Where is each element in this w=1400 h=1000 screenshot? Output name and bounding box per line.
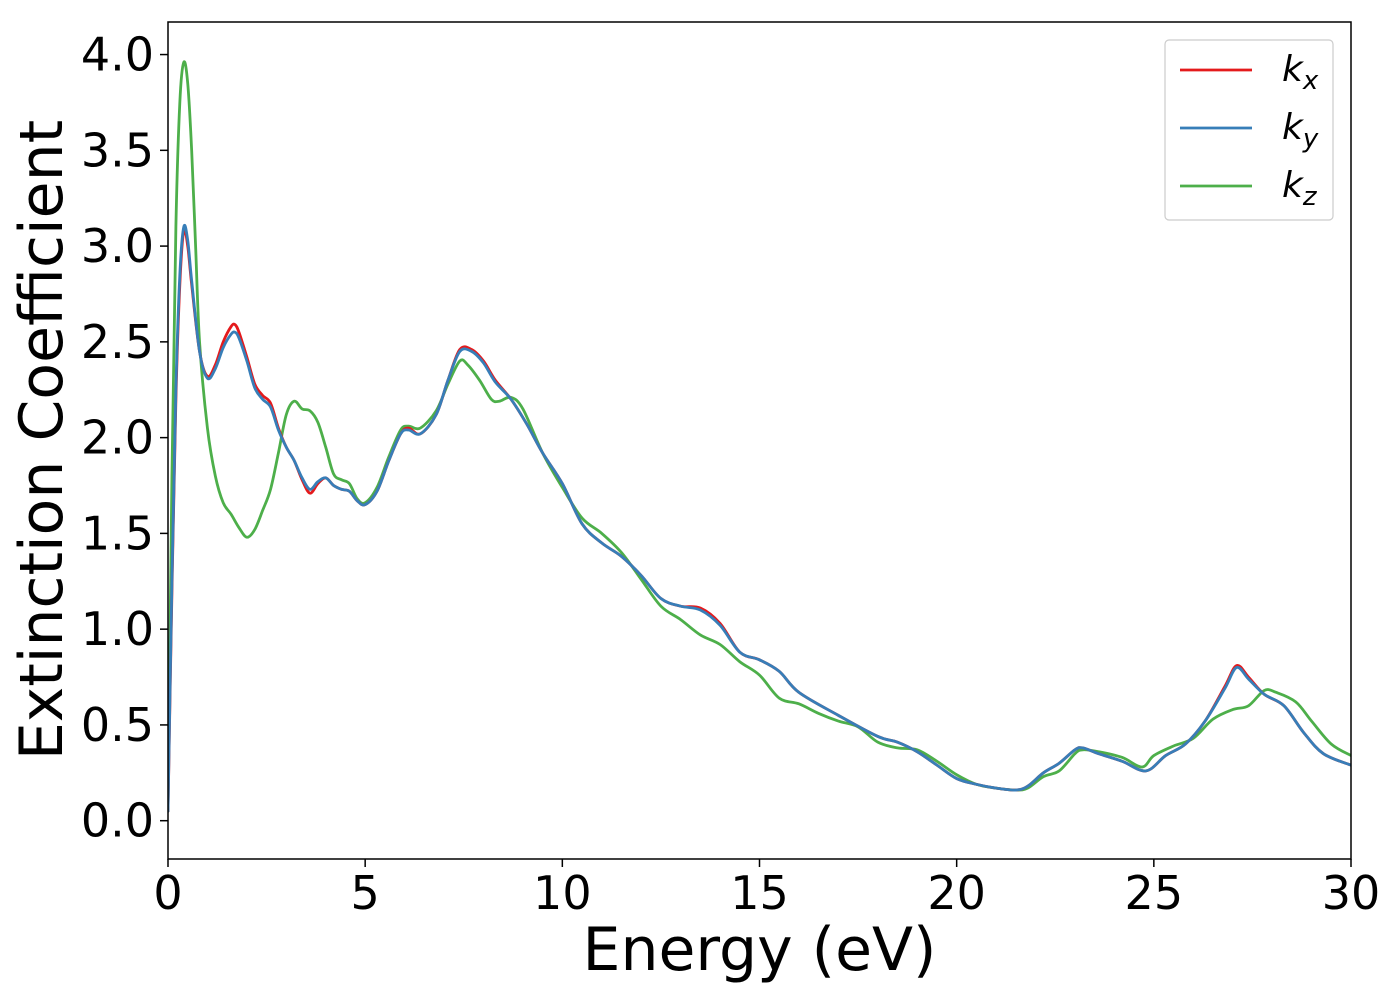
- y-tick-label: 3.5: [81, 123, 154, 177]
- y-tick-label: 1.5: [81, 506, 154, 560]
- series-layer: [168, 60, 1351, 813]
- series-line-kx: [168, 227, 1351, 813]
- series-line-ky: [168, 223, 1351, 813]
- y-tick-label: 0.5: [81, 698, 154, 752]
- y-axis: 0.0 0.5 1.0 1.5 2.0 2.5 3.0 3.5 4.0: [81, 28, 168, 848]
- x-tick-label: 20: [927, 866, 986, 920]
- y-tick-label: 2.5: [81, 315, 154, 369]
- x-tick-label: 15: [730, 866, 789, 920]
- series-line-kz: [168, 60, 1351, 813]
- legend-box: [1164, 39, 1334, 221]
- x-tick-label: 5: [351, 866, 380, 920]
- y-tick-label: 1.0: [81, 602, 154, 656]
- y-tick-label: 0.0: [81, 794, 154, 848]
- x-axis-title: Energy (eV): [583, 915, 937, 985]
- x-axis: 0 5 10 15 20 25 30: [153, 859, 1380, 920]
- y-axis-title: Extinction Coefficient: [7, 120, 77, 760]
- x-tick-label: 25: [1125, 866, 1184, 920]
- y-tick-label: 2.0: [81, 411, 154, 465]
- legend: kx ky kz: [1164, 39, 1334, 221]
- y-tick-label: 3.0: [81, 219, 154, 273]
- x-tick-label: 10: [533, 866, 592, 920]
- legend-label-kz: kz: [1282, 165, 1318, 212]
- x-tick-label: 30: [1322, 866, 1381, 920]
- x-tick-label: 0: [153, 866, 182, 920]
- y-tick-label: 4.0: [81, 28, 154, 82]
- legend-label-kx: kx: [1282, 49, 1319, 96]
- legend-label-ky: ky: [1282, 107, 1319, 154]
